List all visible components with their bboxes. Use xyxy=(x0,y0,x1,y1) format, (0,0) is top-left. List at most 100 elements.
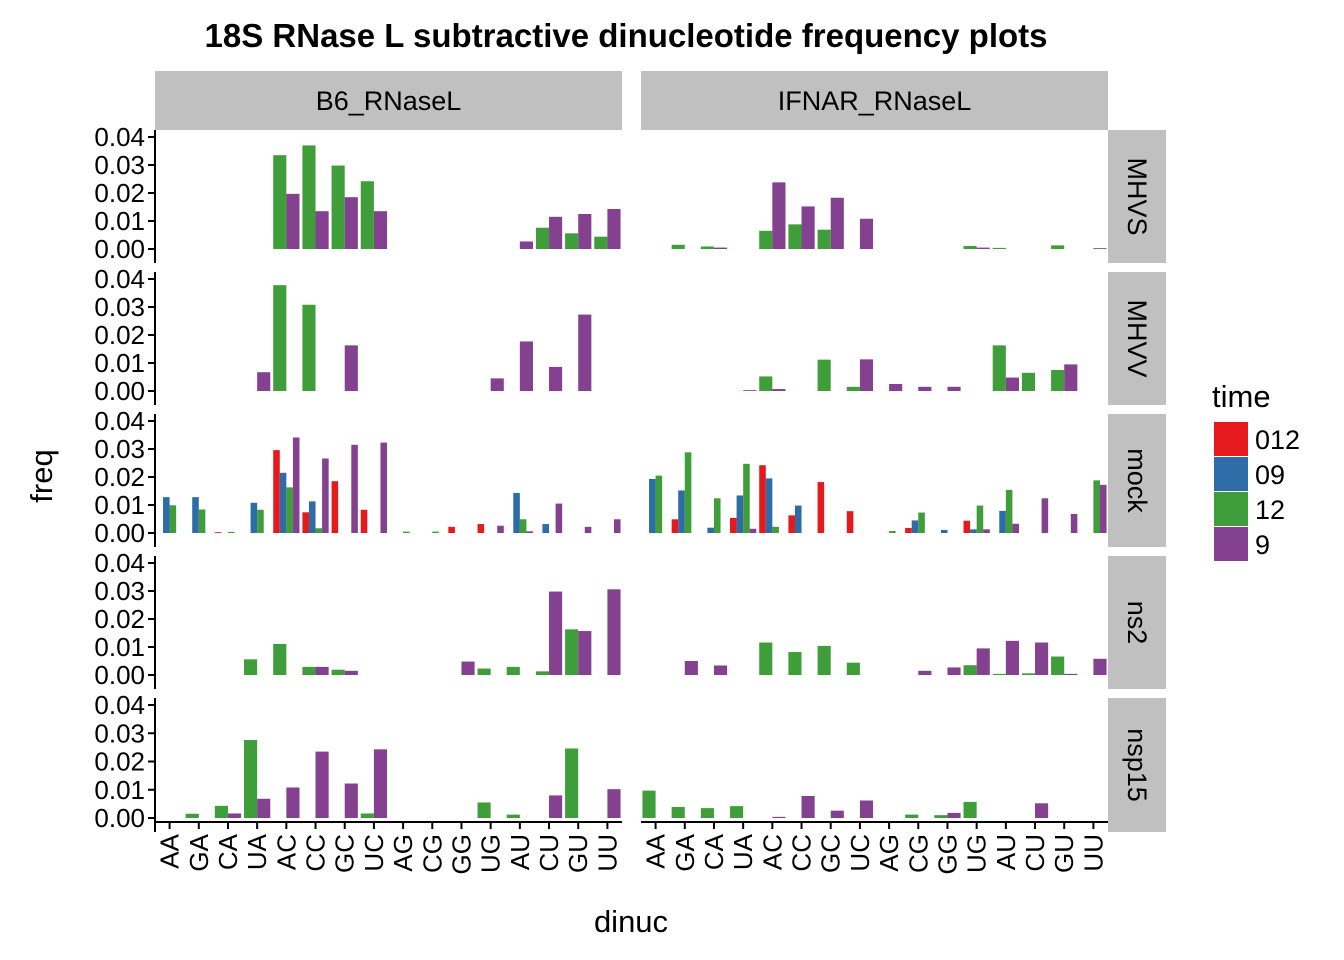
x-tick-label-b6-rnasel-CA: CA xyxy=(213,833,243,870)
bar-b6-rnasel-mhvs-CC-t9 xyxy=(315,211,329,249)
x-tick-label-ifnar-rnasel-GC: GC xyxy=(816,834,846,873)
bar-ifnar-rnasel-mhvv-GU-t12 xyxy=(1051,370,1065,391)
x-tick-label-ifnar-rnasel-AG: AG xyxy=(874,834,904,872)
bar-b6-rnasel-mhvv-UG-t9 xyxy=(490,378,504,391)
bar-ifnar-rnasel-mock-AU-t12 xyxy=(1005,489,1013,533)
bar-b6-rnasel-nsp15-UC-t9 xyxy=(373,749,388,818)
y-tick-label-ns2-3: 0.03 xyxy=(94,576,145,606)
bar-b6-rnasel-mock-CU-t09 xyxy=(542,524,550,533)
facet-strip-ifnar-rnasel xyxy=(641,71,1108,130)
bar-b6-rnasel-nsp15-AU-t12 xyxy=(506,814,520,818)
bar-ifnar-rnasel-nsp15-GG-t9 xyxy=(947,812,961,818)
facet-strip-label-mock: mock xyxy=(1122,448,1152,513)
bar-ifnar-rnasel-ns2-AC-t12 xyxy=(759,642,773,675)
x-tick-label-ifnar-rnasel-GU: GU xyxy=(1049,834,1079,873)
y-tick-label-mock-3: 0.03 xyxy=(94,434,145,464)
bar-b6-rnasel-mhvs-UC-t12 xyxy=(360,181,374,249)
bar-ifnar-rnasel-mhvs-CC-t9 xyxy=(801,206,815,249)
panel-ifnar-rnasel-nsp15 xyxy=(642,790,1049,819)
axes: 0.000.010.020.030.040.000.010.020.030.04… xyxy=(94,122,1108,874)
bar-ifnar-rnasel-mhvs-GA-t12 xyxy=(671,244,685,249)
bar-b6-rnasel-mhvs-GC-t9 xyxy=(344,197,358,249)
x-tick-label-ifnar-rnasel-CG: CG xyxy=(903,834,933,873)
bar-b6-rnasel-mock-UG-t012 xyxy=(477,524,485,533)
bar-b6-rnasel-mock-CG-t12 xyxy=(432,531,439,533)
bar-ifnar-rnasel-nsp15-CA-t12 xyxy=(700,808,714,818)
bar-b6-rnasel-mock-CU-t9 xyxy=(555,503,563,533)
x-tick-label-b6-rnasel-AU: AU xyxy=(505,834,535,870)
bar-b6-rnasel-nsp15-UA-t9 xyxy=(257,798,271,818)
bar-ifnar-rnasel-mock-GA-t12 xyxy=(684,452,692,533)
bar-b6-rnasel-nsp15-CA-t12 xyxy=(214,805,228,818)
chart-title: 18S RNase L subtractive dinucleotide fre… xyxy=(205,17,1048,54)
bar-b6-rnasel-mhvv-CC-t12 xyxy=(302,304,316,391)
y-tick-label-mock-4: 0.04 xyxy=(94,406,145,436)
legend: time 012 09 12 9 xyxy=(1212,379,1300,561)
bar-ifnar-rnasel-mhvs-CC-t12 xyxy=(788,224,802,249)
bar-ifnar-rnasel-nsp15-AA-t12 xyxy=(642,790,656,818)
bar-ifnar-rnasel-mock-GA-t09 xyxy=(678,490,685,533)
x-tick-label-ifnar-rnasel-UC: UC xyxy=(845,834,875,872)
bar-ifnar-rnasel-mock-AU-t09 xyxy=(999,510,1006,533)
bar-b6-rnasel-mhvs-GU-t9 xyxy=(578,214,592,249)
x-tick-label-ifnar-rnasel-GG: GG xyxy=(932,834,962,874)
x-tick-label-b6-rnasel-UC: UC xyxy=(359,834,389,872)
bar-ifnar-rnasel-mhvs-UU-t9 xyxy=(1093,248,1107,249)
legend-label-12: 12 xyxy=(1255,495,1285,525)
x-tick-label-b6-rnasel-AC: AC xyxy=(271,834,301,870)
bar-b6-rnasel-mock-UC-t012 xyxy=(360,509,368,533)
bar-ifnar-rnasel-ns2-CG-t9 xyxy=(918,670,932,675)
facet-strip-label-ns2: ns2 xyxy=(1122,601,1152,645)
x-tick-label-b6-rnasel-GC: GC xyxy=(330,834,360,873)
bar-ifnar-rnasel-mhvv-CG-t9 xyxy=(918,386,932,391)
bar-b6-rnasel-mhvv-GC-t9 xyxy=(344,345,358,391)
x-tick-label-ifnar-rnasel-GA: GA xyxy=(670,833,700,871)
bar-b6-rnasel-nsp15-UC-t12 xyxy=(360,813,374,818)
bar-b6-rnasel-mhvv-AC-t12 xyxy=(273,285,287,391)
facet-strip-mhvv xyxy=(1108,272,1166,405)
bar-ifnar-rnasel-mock-AC-t012 xyxy=(759,465,766,533)
bar-ifnar-rnasel-mock-CG-t09 xyxy=(911,520,919,533)
bar-b6-rnasel-mock-GA-t09 xyxy=(192,497,199,533)
bar-ifnar-rnasel-ns2-GU-t9 xyxy=(1064,673,1078,675)
x-tick-label-ifnar-rnasel-AA: AA xyxy=(641,833,671,868)
bar-b6-rnasel-ns2-CC-t9 xyxy=(315,666,329,675)
x-tick-label-b6-rnasel-UA: UA xyxy=(242,833,272,870)
bar-b6-rnasel-mhvs-CU-t12 xyxy=(535,227,550,249)
bar-b6-rnasel-mock-CC-t9 xyxy=(322,458,329,533)
y-tick-label-ns2-2: 0.02 xyxy=(94,604,145,634)
bar-b6-rnasel-mock-GU-t9 xyxy=(584,526,592,533)
bar-b6-rnasel-ns2-AU-t12 xyxy=(506,666,520,675)
y-axis-title: freq xyxy=(24,449,59,502)
legend-swatch-9 xyxy=(1214,527,1248,561)
bar-ifnar-rnasel-mock-UG-t12 xyxy=(976,505,984,533)
bar-ifnar-rnasel-mhvv-UC-t9 xyxy=(859,359,874,391)
bar-b6-rnasel-nsp15-CA-t9 xyxy=(227,813,242,818)
bar-ifnar-rnasel-mock-CU-t9 xyxy=(1041,498,1049,533)
bar-b6-rnasel-mhvs-AC-t12 xyxy=(273,155,287,249)
facet-strip-label-b6-rnasel: B6_RNaseL xyxy=(316,86,462,116)
bar-b6-rnasel-mhvv-UA-t9 xyxy=(257,372,271,391)
facet-strip-mock xyxy=(1108,414,1166,547)
legend-swatch-012 xyxy=(1214,422,1248,456)
bar-b6-rnasel-ns2-GC-t12 xyxy=(331,669,345,675)
x-tick-label-b6-rnasel-AA: AA xyxy=(155,833,185,868)
bar-b6-rnasel-mhvv-AU-t9 xyxy=(519,341,533,391)
y-tick-label-mhvv-3: 0.03 xyxy=(94,292,145,322)
bar-ifnar-rnasel-nsp15-GG-t12 xyxy=(934,815,948,818)
bar-ifnar-rnasel-mock-GC-t012 xyxy=(817,482,825,533)
bar-b6-rnasel-mock-AA-t09 xyxy=(163,497,170,533)
facet-strip-label-ifnar-rnasel: IFNAR_RNaseL xyxy=(778,86,972,116)
panel-b6-rnasel-ns2 xyxy=(244,589,621,675)
x-tick-label-ifnar-rnasel-UU: UU xyxy=(1078,834,1108,872)
bar-ifnar-rnasel-ns2-AU-t9 xyxy=(1005,640,1019,675)
bar-ifnar-rnasel-ns2-UU-t9 xyxy=(1093,658,1107,675)
bar-b6-rnasel-ns2-GG-t9 xyxy=(461,661,475,675)
facet-column-strips: B6_RNaseL IFNAR_RNaseL xyxy=(155,71,1108,130)
bar-b6-rnasel-nsp15-CC-t9 xyxy=(315,751,329,818)
y-tick-label-mhvs-1: 0.01 xyxy=(94,206,145,236)
bar-ifnar-rnasel-nsp15-GA-t12 xyxy=(671,806,685,818)
bar-ifnar-rnasel-mock-AG-t12 xyxy=(889,531,896,533)
bar-b6-rnasel-mhvs-CU-t9 xyxy=(549,216,563,249)
bar-b6-rnasel-mhvv-CU-t9 xyxy=(549,366,563,391)
